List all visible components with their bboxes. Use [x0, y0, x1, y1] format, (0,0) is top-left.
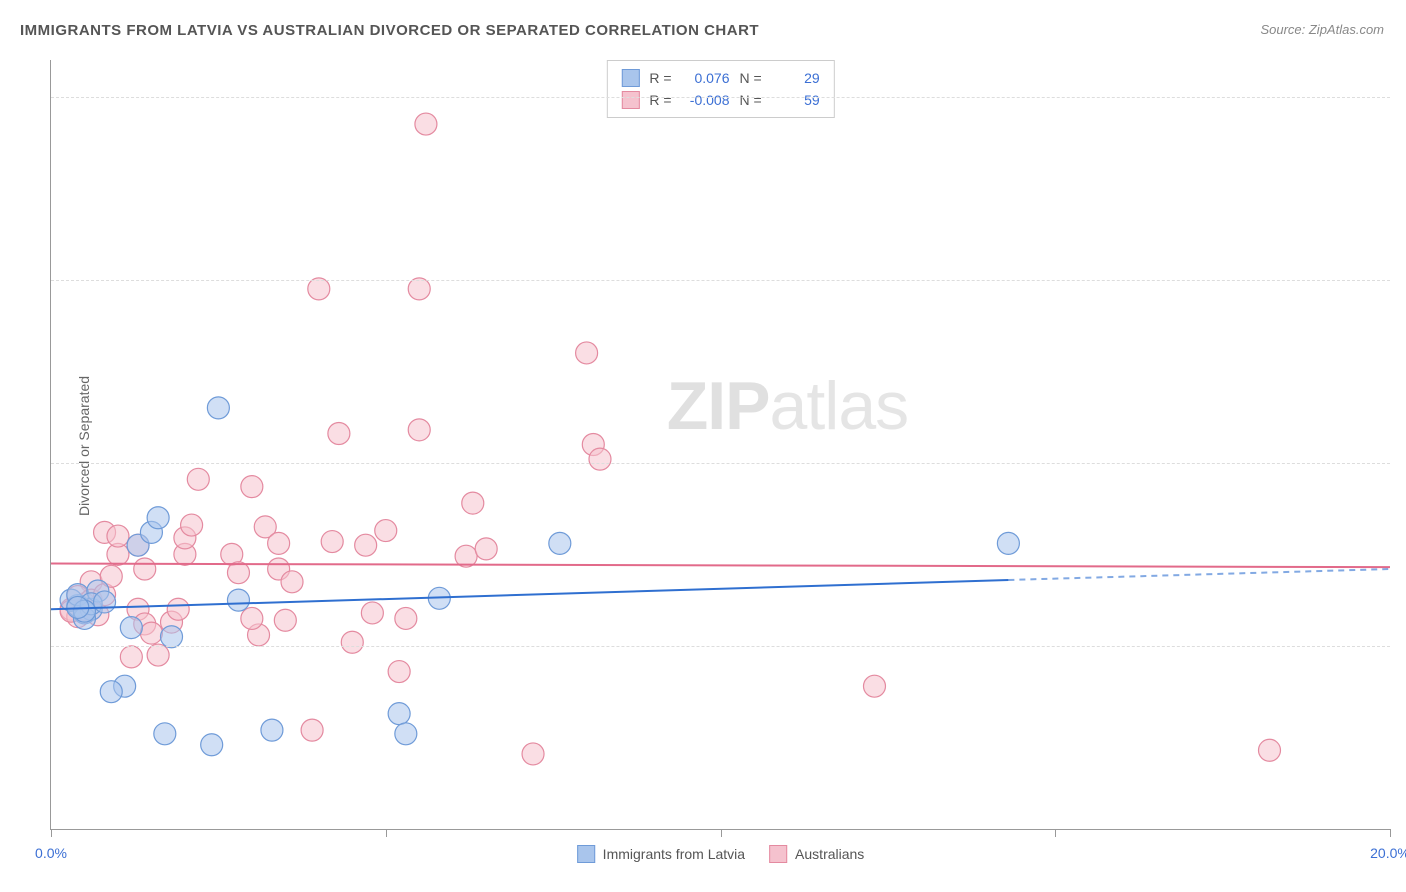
- x-tick-label: 0.0%: [35, 845, 67, 861]
- swatch-latvia: [621, 69, 639, 87]
- stats-n-label-1: N =: [740, 92, 762, 108]
- stats-r-label-1: R =: [649, 92, 671, 108]
- series-legend: Immigrants from Latvia Australians: [577, 845, 865, 863]
- stats-r-val-1: -0.008: [682, 92, 730, 108]
- stats-r-val-0: 0.076: [682, 70, 730, 86]
- legend-label-latvia: Immigrants from Latvia: [603, 846, 745, 862]
- plot-svg: [51, 60, 1390, 829]
- chart-container: IMMIGRANTS FROM LATVIA VS AUSTRALIAN DIV…: [0, 0, 1406, 892]
- legend-swatch-australians: [769, 845, 787, 863]
- stats-r-label-0: R =: [649, 70, 671, 86]
- source-label: Source: ZipAtlas.com: [1260, 22, 1384, 37]
- stats-row-1: R = -0.008 N = 59: [621, 89, 819, 111]
- stats-legend: R = 0.076 N = 29 R = -0.008 N = 59: [606, 60, 834, 118]
- chart-title: IMMIGRANTS FROM LATVIA VS AUSTRALIAN DIV…: [20, 22, 759, 39]
- legend-label-australians: Australians: [795, 846, 864, 862]
- legend-item-latvia: Immigrants from Latvia: [577, 845, 745, 863]
- legend-item-australians: Australians: [769, 845, 864, 863]
- plot-area: ZIPatlas R = 0.076 N = 29 R = -0.008 N =…: [50, 60, 1390, 830]
- stats-n-val-1: 59: [772, 92, 820, 108]
- x-tick-label: 20.0%: [1370, 845, 1406, 861]
- stats-n-label-0: N =: [740, 70, 762, 86]
- stats-n-val-0: 29: [772, 70, 820, 86]
- swatch-australians: [621, 91, 639, 109]
- legend-swatch-latvia: [577, 845, 595, 863]
- stats-row-0: R = 0.076 N = 29: [621, 67, 819, 89]
